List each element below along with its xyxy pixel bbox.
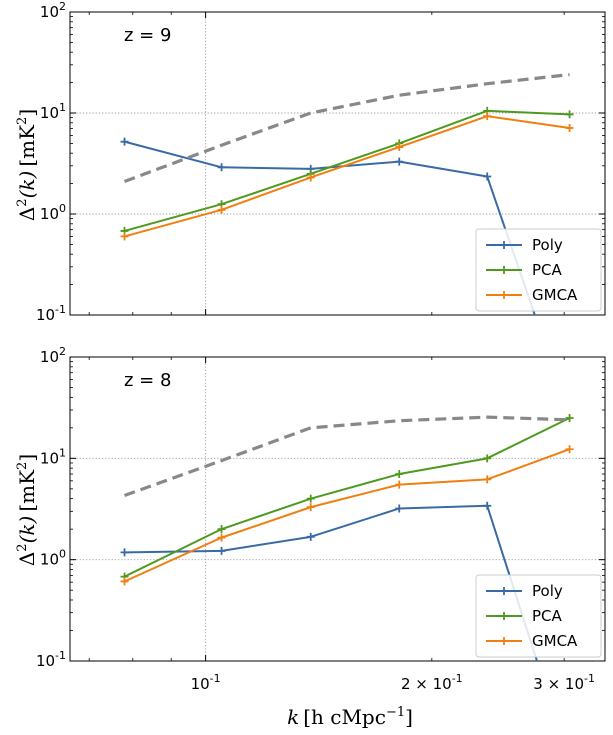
series-group [120,414,574,661]
legend-label-poly: Poly [532,236,563,254]
data-point-gmca [120,232,129,241]
panel-z8: 10-1 100 101 102 10-1 2 × 10-1 3 × 10-1 z = 8 Po… [36,345,606,693]
axes-frame [69,11,606,316]
series-line-pca [124,109,570,232]
data-point-pca [565,414,574,423]
data-point-gmca [395,143,404,152]
series-line-reference [123,73,570,183]
panel-label: z = 8 [124,370,171,391]
y-tick-label: 102 [40,345,66,366]
y-tick-label: 101 [40,446,66,467]
series-line-gmca [124,448,570,583]
legend-marker-poly [500,241,508,249]
legend-label-pca: PCA [532,607,563,625]
data-point-poly [395,504,404,513]
data-point-poly [395,157,404,166]
panel-z9: 10-1 100 101 102 z = 9 Poly PCA GMCA [36,0,606,324]
series-line-gmca [124,115,570,238]
data-point-poly [217,163,226,172]
data-point-gmca [395,480,404,489]
data-point-gmca [306,503,315,512]
y-tick-label: 10-1 [36,303,66,324]
data-point-gmca [120,577,129,586]
data-point-pca [565,110,574,119]
legend-label-poly: Poly [532,582,563,600]
data-point-pca [395,470,404,479]
x-tick-label: 10-1 [191,672,221,693]
data-point-poly [120,548,129,557]
data-point-gmca [217,205,226,214]
data-point-gmca [483,475,492,484]
data-point-poly [217,546,226,555]
series-group [120,73,574,315]
data-point-poly [483,501,492,510]
legend-box [475,228,602,312]
data-point-gmca [217,533,226,542]
y-axis-label-bottom: Δ2(k)[mK2] [15,454,39,566]
legend-marker-gmca [500,637,508,645]
y-tick-label: 100 [40,548,66,569]
x-axis-label: k [h cMpc−1] [287,705,413,729]
data-point-poly [120,137,129,146]
data-point-gmca [483,112,492,121]
legend-marker-pca [500,266,508,274]
data-point-gmca [565,124,574,133]
series-line-poly [124,140,536,315]
y-tick-label: 100 [40,202,66,223]
y-axis-label-top: Δ2(k)[mK2] [15,109,39,221]
x-tick-label: 3 × 10-1 [533,672,595,693]
legend-marker-pca [500,612,508,620]
series-line-poly [124,504,539,661]
data-point-gmca [306,173,315,182]
legend-box [475,574,602,658]
data-point-gmca [565,445,574,454]
series-line-pca [124,417,570,578]
data-point-pca [483,454,492,463]
x-tick-label: 2 × 10-1 [401,672,463,693]
axes-frame [69,356,606,662]
data-point-pca [306,494,315,503]
legend-label-pca: PCA [532,261,563,279]
legend-label-gmca: GMCA [532,632,578,650]
data-point-pca [217,525,226,534]
legend-label-gmca: GMCA [532,286,578,304]
y-tick-label: 101 [40,101,66,122]
panel-label: z = 9 [124,25,171,46]
y-tick-label: 10-1 [36,649,66,670]
data-point-poly [483,172,492,181]
series-line-reference [123,415,570,497]
y-tick-label: 102 [40,0,66,21]
data-point-poly [306,532,315,541]
legend-marker-gmca [500,291,508,299]
legend-marker-poly [500,587,508,595]
